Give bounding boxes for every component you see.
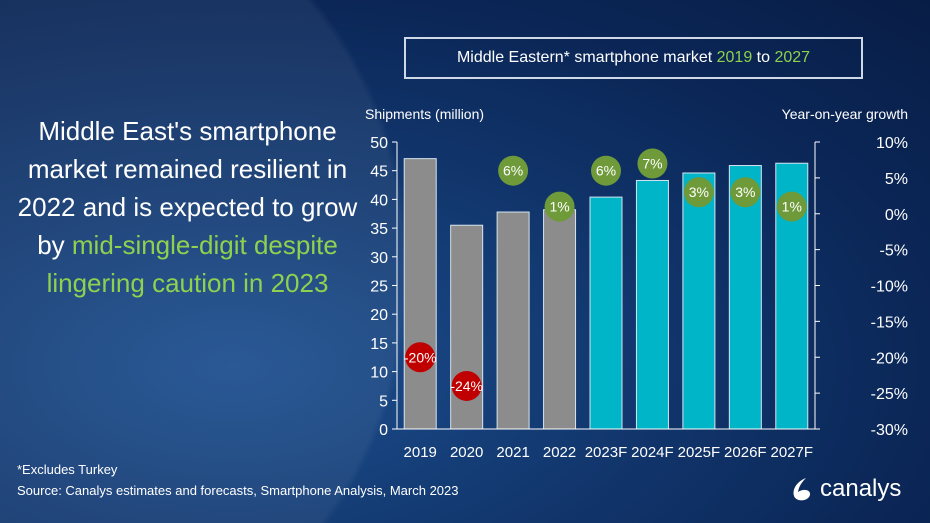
growth-label-2021: 6% [503,163,523,179]
x-tick-label: 2024F [631,444,674,461]
growth-label-2022: 1% [549,199,569,215]
y2-axis-label: Year-on-year growth [782,106,908,122]
title-year-end: 2027 [774,49,811,66]
canalys-logo: canalys [790,475,915,503]
footnote: *Excludes Turkey [17,462,118,477]
x-tick-label: 2027F [771,444,814,461]
x-tick-label: 2022 [543,444,576,461]
growth-bubble-2020 [451,370,482,401]
growth-bubble-2021 [498,155,529,186]
growth-bubble-2025F [683,177,714,208]
bar-2021 [496,211,530,430]
y-axis-label: Shipments (million) [365,106,484,122]
y2-tick-label: -30% [871,422,908,439]
y2-tick-label: 0% [885,207,908,224]
y-tick-label: 45 [370,164,388,181]
x-tick-label: 2019 [404,444,437,461]
y-tick-label: 20 [370,307,388,324]
y-tick-label: 35 [370,221,388,238]
chart-title: Middle Eastern* smartphone market 2019 t… [404,37,863,79]
y2-tick-label: -5% [880,243,908,260]
growth-bubble-2019 [405,342,436,373]
source: Source: Canalys estimates and forecasts,… [17,483,459,498]
y2-tick-label: -10% [871,279,908,296]
growth-bubble-2026F [730,177,761,208]
growth-label-2025F: 3% [689,184,709,200]
growth-bubble-2024F [637,148,668,179]
growth-label-2019: -20% [404,349,437,365]
bar-2024F [635,179,669,430]
y-tick-label: 50 [370,135,388,152]
title-year-start: 2019 [716,49,753,66]
bar-2022 [543,209,577,430]
bar-2019 [403,158,437,430]
chart: Shipments (million) Year-on-year growth 0 5… [365,106,908,461]
growth-bubble-2027F [776,191,807,222]
growth-label-2024F: 7% [642,156,662,172]
title-mid: to [752,49,775,66]
y-tick-label: 25 [370,279,388,296]
growth-bubble-2023F [591,155,621,186]
y-tick-label: 5 [379,393,388,410]
growth-bubble-2022 [544,191,575,222]
headline: Middle East's smartphone market remained… [10,112,365,302]
bar-2023F [589,196,623,430]
growth-label-2023F: 6% [596,163,616,179]
headline-white: Middle East's smartphone market remained… [17,116,358,260]
growth-label-2020: -24% [450,378,483,394]
y-tick-label: 0 [379,422,388,439]
headline-green: mid-single-digit despite lingering cauti… [46,230,338,298]
bar-2025F [682,172,716,430]
x-tick-label: 2025F [678,444,721,461]
x-tick-label: 2021 [496,444,529,461]
y-tick-label: 30 [370,250,388,267]
y2-tick-label: -20% [871,350,908,367]
title-prefix: Middle Eastern* smartphone market [456,49,717,66]
y2-tick-label: -15% [871,314,908,331]
y-tick-label: 10 [370,365,388,382]
x-tick-label: 2023F [585,444,628,461]
growth-label-2027F: 1% [782,199,802,215]
bar-2026F [728,165,762,430]
y-tick-label: 40 [370,192,388,209]
x-tick-label: 2020 [450,444,483,461]
x-tick-label: 2026F [724,444,767,461]
logo-text: canalys [820,475,902,502]
y-tick-label: 15 [370,336,388,353]
growth-label-2026F: 3% [735,184,755,200]
y2-tick-label: 10% [876,135,908,152]
canalys-logo-icon [793,478,811,501]
y2-tick-label: -25% [871,386,908,403]
y2-tick-label: 5% [885,171,908,188]
